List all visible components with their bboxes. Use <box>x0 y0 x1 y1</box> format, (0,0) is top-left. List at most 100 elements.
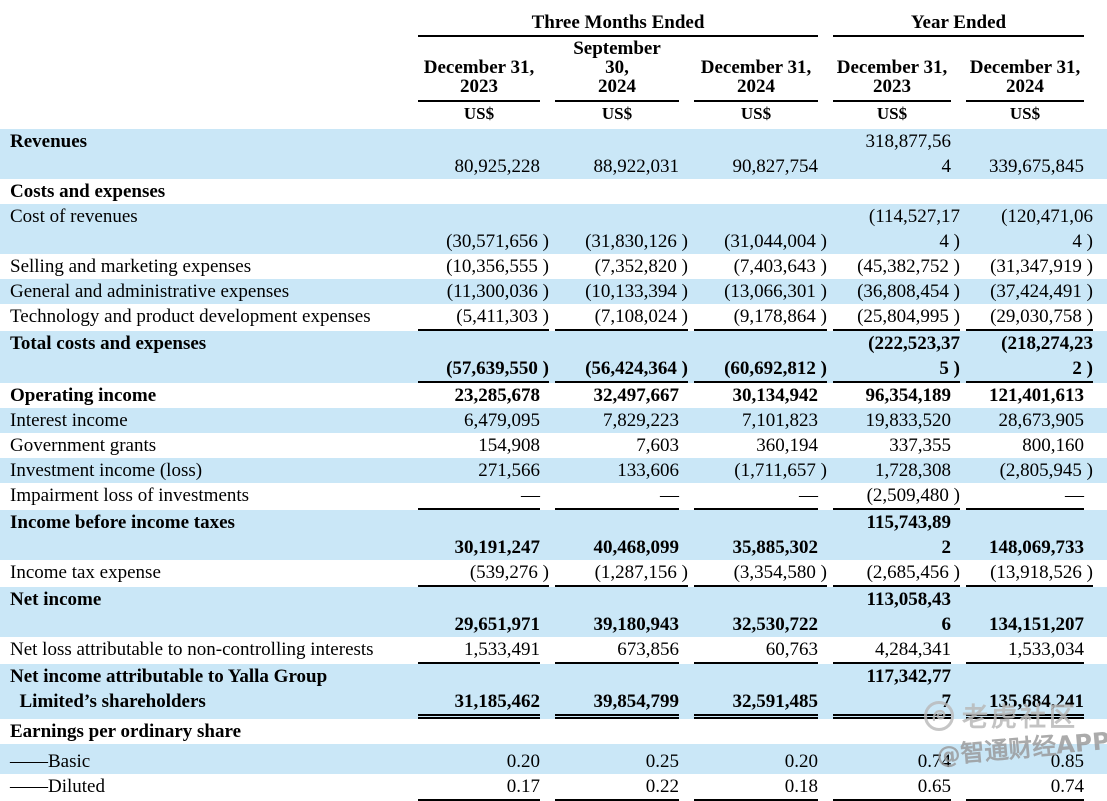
cell: 0.85 <box>1050 751 1084 772</box>
cell: 0.74 <box>917 751 951 772</box>
cell: 117,342,77 7 <box>833 664 951 719</box>
cell: (31,830,126 ) <box>585 231 688 252</box>
cell: (56,424,364 ) <box>555 356 688 383</box>
row-label: Government grants <box>10 435 157 456</box>
cell: 154,908 <box>478 435 540 456</box>
row-label: General and administrative expenses <box>10 281 290 302</box>
row-label: Selling and marketing expenses <box>10 256 252 277</box>
cell: (25,804,995 ) <box>833 304 960 331</box>
table-row: ——Basic 0.20 0.25 0.20 0.74 0.85 <box>0 744 1107 774</box>
header-date-row: December 31, 2023 September 30, 2024 Dec… <box>0 39 1107 102</box>
header-spacer <box>0 102 403 128</box>
row-label: Operating income <box>10 385 157 406</box>
row-label: ——Basic <box>10 751 91 772</box>
cell: (10,356,555 ) <box>446 256 549 277</box>
row-label: ——Diluted <box>10 776 105 797</box>
cell: — <box>694 483 818 510</box>
cell: (36,808,454 ) <box>857 281 960 302</box>
cell: (45,382,752 ) <box>857 256 960 277</box>
cell: 800,160 <box>1022 435 1084 456</box>
row-label: Investment income (loss) <box>10 460 203 481</box>
cell: 0.22 <box>555 774 679 801</box>
header-group-row: Three Months Ended Year Ended <box>0 12 1107 37</box>
cell: 0.18 <box>694 774 818 801</box>
cell: 32,591,485 <box>694 689 818 719</box>
table-row: Selling and marketing expenses (10,356,55… <box>0 254 1107 279</box>
cell: 40,468,099 <box>593 537 680 558</box>
cell: 29,651,971 <box>454 614 541 635</box>
cell: 35,885,302 <box>732 537 819 558</box>
cell: 115,743,89 2 <box>866 512 951 558</box>
cell: (10,133,394 ) <box>585 281 688 302</box>
cell: (7,352,820 ) <box>594 256 688 277</box>
cell: 121,401,613 <box>989 385 1084 406</box>
cell: 32,497,667 <box>593 385 680 406</box>
cell: 0.17 <box>418 774 540 801</box>
group-three-months-ended: Three Months Ended <box>418 12 818 37</box>
header-spacer <box>0 12 403 37</box>
cell: 39,180,943 <box>593 614 680 635</box>
cell: 1,533,491 <box>418 637 540 664</box>
cell: (222,523,37 5 ) <box>833 331 960 383</box>
cell: (13,066,301 ) <box>724 281 827 302</box>
cell: (31,044,004 ) <box>724 231 827 252</box>
cell: 0.20 <box>784 751 818 772</box>
table-row: Income before income taxes 30,191,247 40,4… <box>0 510 1107 560</box>
row-label: Earnings per ordinary share <box>10 721 242 742</box>
cell: 1,728,308 <box>875 460 951 481</box>
cell: 96,354,189 <box>865 385 952 406</box>
cell: 134,151,207 <box>989 614 1084 635</box>
table-row: Operating income 23,285,678 32,497,667 30,1… <box>0 383 1107 408</box>
cell: (11,300,036 ) <box>446 281 549 302</box>
cell: 135,684,241 <box>966 689 1084 719</box>
cell: 88,922,031 <box>593 156 680 177</box>
row-label: Net income attributable to Yalla Group L… <box>10 666 328 712</box>
row-label: Impairment loss of investments <box>10 485 250 506</box>
table-row: Government grants 154,908 7,603 360,194 337,… <box>0 433 1107 458</box>
cell: (37,424,491 ) <box>990 281 1093 302</box>
cell: 30,134,942 <box>732 385 819 406</box>
cell: (120,471,06 4 ) <box>1001 206 1093 252</box>
cell: 7,829,223 <box>603 410 679 431</box>
cell: (29,030,758 ) <box>966 304 1093 331</box>
cell: (13,918,526 ) <box>966 560 1093 587</box>
cell: (3,354,580 ) <box>694 560 827 587</box>
table-row: Investment income (loss) 271,566 133,606 (1… <box>0 458 1107 483</box>
column-header-sep30-2024-q: September 30, 2024 <box>555 39 679 102</box>
cell: — <box>555 483 679 510</box>
cell: 337,355 <box>889 435 951 456</box>
cell: 339,675,845 <box>989 156 1084 177</box>
cell: 113,058,43 6 <box>866 589 951 635</box>
cell: (7,403,643 ) <box>733 256 827 277</box>
row-label: Income before income taxes <box>10 512 235 533</box>
cell: (7,108,024 ) <box>555 304 688 331</box>
cell: — <box>966 483 1084 510</box>
cell: (2,805,945 ) <box>999 460 1093 481</box>
cell: 32,530,722 <box>732 614 819 635</box>
row-label: Costs and expenses <box>10 181 166 202</box>
row-label: Technology and product development expen… <box>10 306 371 327</box>
cell: 7,101,823 <box>742 410 818 431</box>
currency-label: US$ <box>601 104 633 123</box>
table-row: General and administrative expenses (11,3… <box>0 279 1107 304</box>
column-header-dec31-2024-q: December 31, 2024 <box>694 58 818 102</box>
cell: 1,533,034 <box>966 637 1084 664</box>
cell: (1,287,156 ) <box>555 560 688 587</box>
table-row: ——Diluted 0.17 0.22 0.18 0.65 0.74 <box>0 774 1107 801</box>
table-header: Three Months Ended Year Ended December 3… <box>0 0 1107 128</box>
table-row: Earnings per ordinary share <box>0 719 1107 744</box>
row-label: Income tax expense <box>10 562 161 583</box>
cell: 133,606 <box>617 460 679 481</box>
column-header-dec31-2023-y: December 31, 2023 <box>833 58 951 102</box>
column-header-dec31-2024-y: December 31, 2024 <box>966 58 1084 102</box>
row-label: Net income <box>10 589 102 610</box>
cell: 673,856 <box>555 637 679 664</box>
cell: (60,692,812 ) <box>694 356 827 383</box>
table-body: Revenues 80,925,228 88,922,031 90,827,754 31… <box>0 129 1107 801</box>
cell: 4,284,341 <box>833 637 951 664</box>
table-row: Net income 29,651,971 39,180,943 32,530,722… <box>0 587 1107 637</box>
cell: (114,527,17 4 ) <box>868 206 960 252</box>
cell: (2,509,480 ) <box>833 483 960 510</box>
cell: (30,571,656 ) <box>446 231 549 252</box>
currency-label: US$ <box>463 104 495 123</box>
